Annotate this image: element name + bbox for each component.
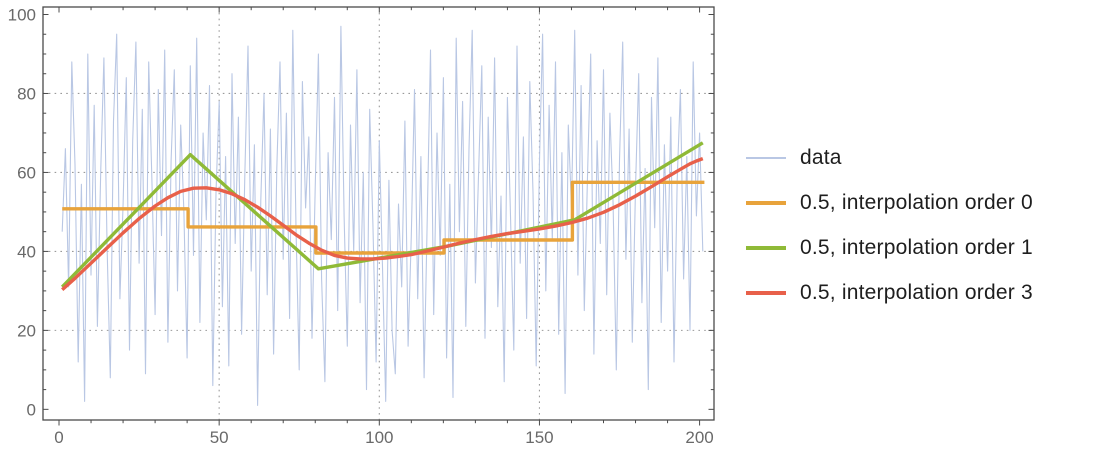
legend-item-order-0: 0.5, interpolation order 0 xyxy=(746,189,1033,217)
legend-swatch-order-0-line xyxy=(746,201,786,205)
plot-frame xyxy=(42,6,715,421)
legend-item-order-3: 0.5, interpolation order 3 xyxy=(746,279,1033,307)
legend-label: 0.5, interpolation order 1 xyxy=(800,236,1033,259)
x-axis-tick-label: 50 xyxy=(210,428,229,447)
x-axis-tick-label: 150 xyxy=(525,428,553,447)
y-axis-tick-label: 20 xyxy=(17,321,36,340)
x-axis-tick-label: 0 xyxy=(54,428,63,447)
y-axis-tick-label: 80 xyxy=(17,84,36,103)
y-axis-tick-label: 60 xyxy=(17,163,36,182)
legend-item-order-1: 0.5, interpolation order 1 xyxy=(746,234,1033,262)
legend-item-data: data xyxy=(746,144,1033,172)
x-axis-tick-label: 200 xyxy=(685,428,713,447)
x-axis-tick-label: 100 xyxy=(365,428,393,447)
y-axis-tick-label: 40 xyxy=(17,242,36,261)
legend-label: data xyxy=(800,146,842,169)
legend-swatch-order-3-line xyxy=(746,291,786,295)
legend: data 0.5, interpolation order 0 0.5, int… xyxy=(746,144,1033,324)
legend-label: 0.5, interpolation order 0 xyxy=(800,191,1033,214)
legend-swatch-order-1-line xyxy=(746,246,786,250)
y-axis-tick-label: 0 xyxy=(27,400,36,419)
series-line-0-5-interpolation-order-3 xyxy=(61,157,704,291)
series-line-0-5-interpolation-order-0 xyxy=(62,180,705,255)
series-line-data xyxy=(61,25,704,406)
plot-canvas: 0 50 100 150 200 0 20 40 60 80 100 xyxy=(8,6,715,447)
y-axis-tick-label: 100 xyxy=(8,6,36,25)
legend-label: 0.5, interpolation order 3 xyxy=(800,281,1033,304)
legend-swatch-data-line xyxy=(746,157,786,159)
